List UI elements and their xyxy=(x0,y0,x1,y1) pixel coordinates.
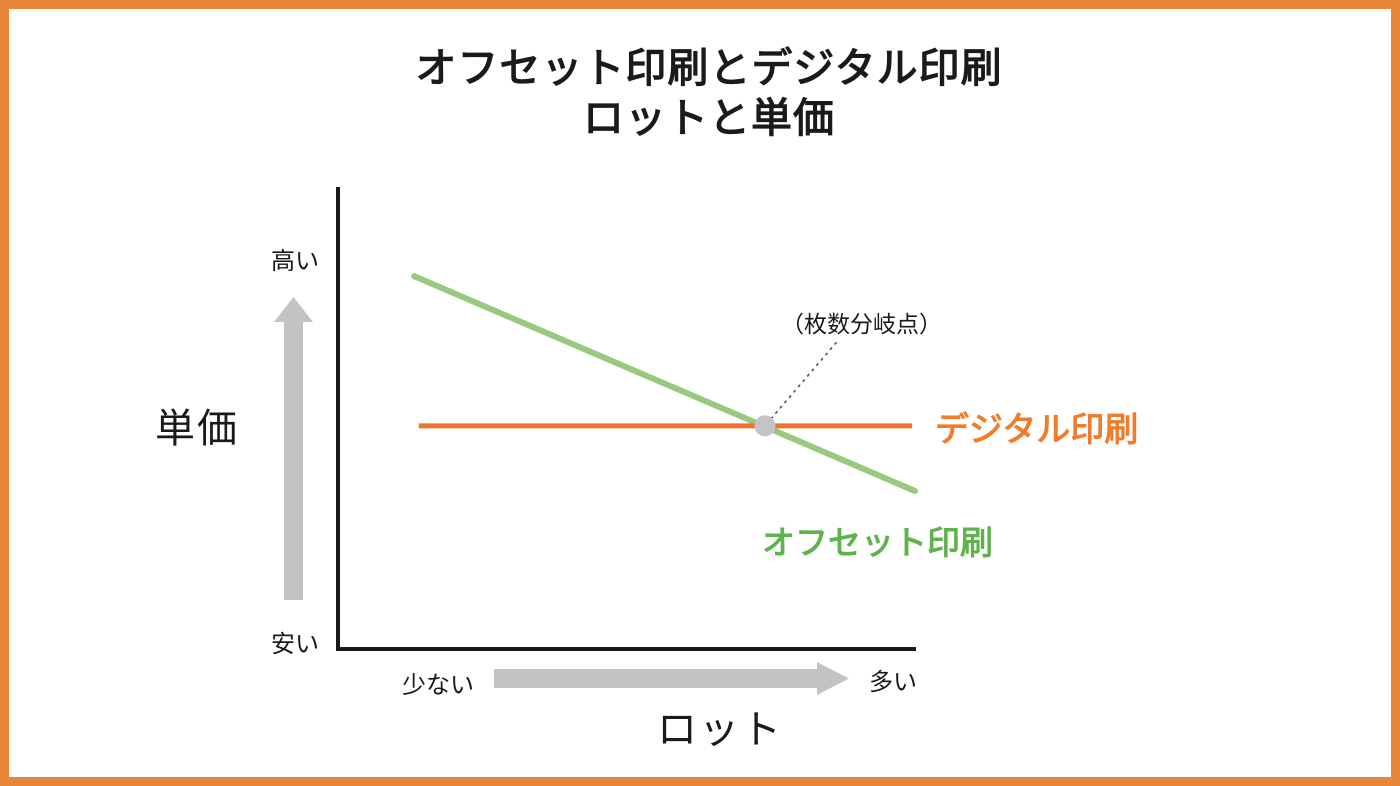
x-axis-arrow-icon xyxy=(494,662,849,695)
breakeven-pointer-line xyxy=(764,341,838,427)
plot-canvas xyxy=(274,187,918,695)
digital-print-series-label: デジタル印刷 xyxy=(935,411,1139,449)
x-axis-title: ロット xyxy=(657,708,783,752)
x-axis-max-label: 多い xyxy=(869,669,917,696)
offset-print-series-label: オフセット印刷 xyxy=(762,524,993,561)
y-axis-min-label: 安い xyxy=(271,631,319,658)
chart-title-line2: ロットと単価 xyxy=(583,95,835,141)
breakeven-annotation-label: （枚数分岐点） xyxy=(781,311,942,337)
y-axis-arrow-icon xyxy=(274,297,313,600)
y-axis-max-label: 高い xyxy=(271,248,319,275)
chart-title: オフセット印刷とデジタル印刷 ロットと単価 xyxy=(9,43,1391,143)
breakeven-point-dot xyxy=(754,415,776,437)
chart-title-line1: オフセット印刷とデジタル印刷 xyxy=(415,45,1003,91)
axes xyxy=(336,187,916,651)
x-axis-min-label: 少ない xyxy=(402,672,474,699)
offset-print-line xyxy=(411,273,918,494)
y-axis-title: 単価 xyxy=(155,407,239,451)
